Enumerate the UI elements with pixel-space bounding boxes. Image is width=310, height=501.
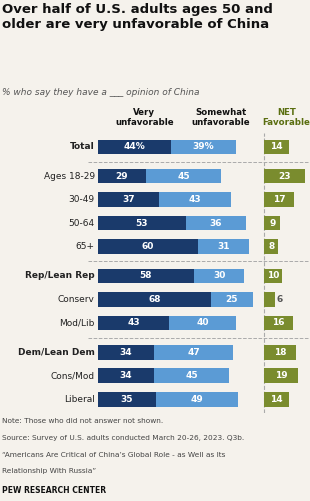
Text: 36: 36 <box>210 218 222 227</box>
Text: 23: 23 <box>278 172 291 181</box>
Bar <box>156 392 238 406</box>
Text: % who say they have a ___ opinion of China: % who say they have a ___ opinion of Chi… <box>2 88 199 97</box>
Text: 6: 6 <box>277 295 283 304</box>
Bar <box>98 368 154 383</box>
Bar <box>98 392 156 406</box>
Bar <box>154 345 232 360</box>
Bar <box>194 269 244 283</box>
Bar <box>98 292 211 307</box>
Bar <box>154 368 229 383</box>
Bar <box>264 192 294 207</box>
Text: 10: 10 <box>267 272 279 281</box>
Bar <box>146 169 221 183</box>
Text: Total: Total <box>70 142 95 151</box>
Text: 43: 43 <box>127 319 140 328</box>
Bar <box>211 292 253 307</box>
Text: 30: 30 <box>213 272 225 281</box>
Text: Over half of U.S. adults ages 50 and
older are very unfavorable of China: Over half of U.S. adults ages 50 and old… <box>2 3 272 31</box>
Text: Cons/Mod: Cons/Mod <box>51 371 95 380</box>
Text: Somewhat
unfavorable: Somewhat unfavorable <box>192 108 250 127</box>
Text: 49: 49 <box>190 395 203 404</box>
Text: 45: 45 <box>177 172 190 181</box>
Text: 14: 14 <box>270 142 283 151</box>
Text: 50-64: 50-64 <box>69 218 95 227</box>
Text: 9: 9 <box>269 218 275 227</box>
Text: Ages 18-29: Ages 18-29 <box>44 172 95 181</box>
Bar <box>186 216 246 230</box>
Text: 60: 60 <box>141 242 154 251</box>
Text: 14: 14 <box>270 395 283 404</box>
Text: Source: Survey of U.S. adults conducted March 20-26, 2023. Q3b.: Source: Survey of U.S. adults conducted … <box>2 435 244 441</box>
Text: 34: 34 <box>120 371 132 380</box>
Bar <box>264 169 305 183</box>
Text: NET
Favorable: NET Favorable <box>263 108 310 127</box>
Bar <box>98 345 154 360</box>
Bar <box>98 239 198 254</box>
Bar <box>264 239 278 254</box>
Text: 30-49: 30-49 <box>69 195 95 204</box>
Bar <box>264 368 298 383</box>
Bar <box>264 292 275 307</box>
Text: 25: 25 <box>226 295 238 304</box>
Bar <box>171 140 236 154</box>
Text: 8: 8 <box>268 242 274 251</box>
Text: 17: 17 <box>273 195 286 204</box>
Text: 43: 43 <box>189 195 202 204</box>
Bar <box>98 169 146 183</box>
Text: 34: 34 <box>120 348 132 357</box>
Bar <box>159 192 231 207</box>
Text: 31: 31 <box>217 242 230 251</box>
Text: “Americans Are Critical of China’s Global Role - as Well as Its: “Americans Are Critical of China’s Globa… <box>2 451 225 457</box>
Text: 18: 18 <box>274 348 286 357</box>
Bar <box>264 316 293 330</box>
Bar <box>264 269 282 283</box>
Text: 16: 16 <box>272 319 285 328</box>
Bar <box>98 269 194 283</box>
Text: 39%: 39% <box>193 142 214 151</box>
Text: 44%: 44% <box>123 142 145 151</box>
Text: 35: 35 <box>121 395 133 404</box>
Text: Conserv: Conserv <box>58 295 95 304</box>
Text: 40: 40 <box>196 319 209 328</box>
Text: 68: 68 <box>148 295 161 304</box>
Bar <box>98 192 159 207</box>
Bar <box>98 140 171 154</box>
Bar <box>264 345 296 360</box>
Bar <box>169 316 236 330</box>
Text: Relationship With Russia”: Relationship With Russia” <box>2 468 96 474</box>
Text: 53: 53 <box>135 218 148 227</box>
Bar <box>198 239 249 254</box>
Text: Very
unfavorable: Very unfavorable <box>115 108 174 127</box>
Text: Liberal: Liberal <box>64 395 95 404</box>
Text: Note: Those who did not answer not shown.: Note: Those who did not answer not shown… <box>2 418 163 424</box>
Bar <box>98 216 186 230</box>
Bar <box>264 216 280 230</box>
Text: 45: 45 <box>185 371 198 380</box>
Bar <box>98 316 169 330</box>
Text: 29: 29 <box>116 172 128 181</box>
Text: PEW RESEARCH CENTER: PEW RESEARCH CENTER <box>2 485 106 494</box>
Text: 19: 19 <box>275 371 287 380</box>
Text: Rep/Lean Rep: Rep/Lean Rep <box>25 272 95 281</box>
Text: 65+: 65+ <box>76 242 95 251</box>
Text: 37: 37 <box>122 195 135 204</box>
Text: Dem/Lean Dem: Dem/Lean Dem <box>18 348 95 357</box>
Text: 58: 58 <box>140 272 152 281</box>
Text: 47: 47 <box>187 348 200 357</box>
Bar <box>264 140 289 154</box>
Text: Mod/Lib: Mod/Lib <box>60 319 95 328</box>
Bar <box>264 392 289 406</box>
